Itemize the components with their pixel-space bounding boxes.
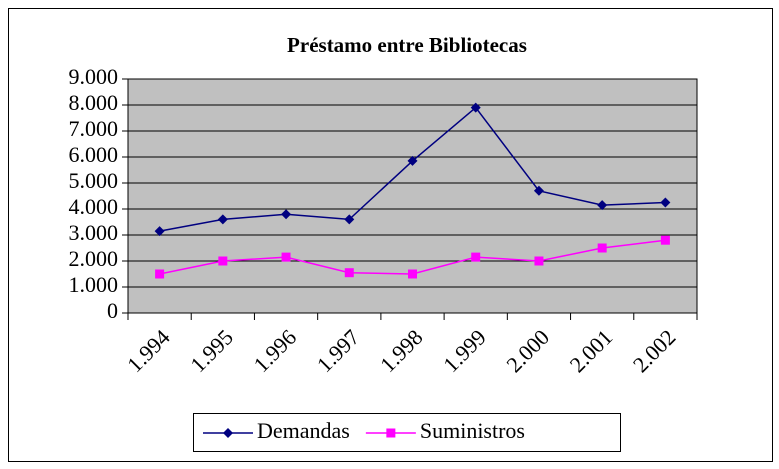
- point: [597, 243, 607, 253]
- point: [344, 214, 355, 225]
- y-tick-label: 1.000: [69, 272, 119, 297]
- point: [281, 252, 291, 262]
- point: [534, 256, 544, 266]
- point: [597, 200, 608, 211]
- point: [533, 185, 544, 196]
- y-tick-label: 7.000: [69, 116, 119, 141]
- y-tick-label: 3.000: [69, 220, 119, 245]
- y-tick-label: 6.000: [69, 142, 119, 167]
- chart-title: Préstamo entre Bibliotecas: [287, 33, 527, 57]
- point: [470, 102, 481, 113]
- legend-label: Demandas: [257, 418, 350, 443]
- legend-marker: [386, 428, 396, 438]
- point: [155, 269, 165, 279]
- point: [660, 197, 671, 208]
- point: [407, 155, 418, 166]
- y-tick-label: 4.000: [69, 194, 119, 219]
- point: [218, 256, 228, 266]
- y-tick-label: 9.000: [69, 64, 119, 89]
- point: [408, 269, 417, 279]
- y-tick-label: 0: [107, 298, 118, 323]
- point: [344, 268, 354, 278]
- y-tick-label: 8.000: [69, 90, 119, 115]
- plot-border: [127, 78, 698, 314]
- legend-label: Suministros: [420, 418, 525, 443]
- point: [217, 214, 228, 225]
- point: [281, 209, 292, 220]
- y-tick-label: 2.000: [69, 246, 119, 271]
- point: [660, 235, 670, 245]
- y-tick-label: 5.000: [69, 168, 119, 193]
- point: [471, 252, 481, 262]
- point: [154, 226, 165, 237]
- legend-marker: [223, 428, 233, 438]
